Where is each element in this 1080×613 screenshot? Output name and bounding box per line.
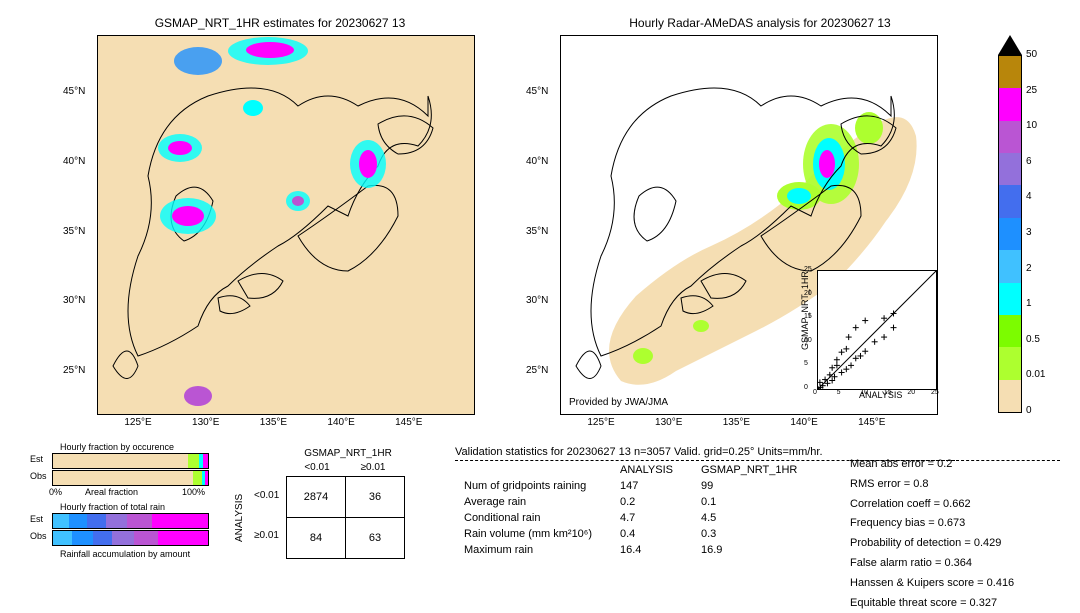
occ-obs-bar <box>52 470 209 486</box>
validation-header: Validation statistics for 20230627 13 n=… <box>455 446 823 458</box>
st-r3a: 0.4 <box>606 526 687 542</box>
colorbar <box>998 55 1022 413</box>
contingency-table: 2874 36 84 63 <box>286 476 405 559</box>
left-map-panel <box>97 35 475 415</box>
total-rain-title: Hourly fraction of total rain <box>60 502 165 512</box>
sr-1: RMS error = 0.8 <box>850 475 1014 495</box>
tot-obs-bar <box>52 530 209 546</box>
st-r1a: 0.2 <box>606 494 687 510</box>
ct-00: 2874 <box>287 477 346 518</box>
st-r2l: Conditional rain <box>450 510 606 526</box>
tot-est-bar <box>52 513 209 529</box>
tot-obs-label: Obs <box>30 531 47 541</box>
stats-right: Mean abs error = 0.2 RMS error = 0.8 Cor… <box>850 455 1014 613</box>
st-r4a: 16.4 <box>606 542 687 558</box>
sr-0: Mean abs error = 0.2 <box>850 455 1014 475</box>
st-r2b: 4.5 <box>687 510 811 526</box>
st-r2a: 4.7 <box>606 510 687 526</box>
occurrence-title: Hourly fraction by occurence <box>60 442 174 452</box>
left-map-svg <box>98 36 474 414</box>
cont-row-title: ANALYSIS <box>234 494 245 542</box>
cont-row-h1: ≥0.01 <box>254 530 279 541</box>
sr-6: Hanssen & Kuipers score = 0.416 <box>850 574 1014 594</box>
precip-left <box>158 37 386 406</box>
scatter-inset <box>817 270 937 390</box>
colorbar-arrow-icon <box>997 34 1023 56</box>
st-h1: GSMAP_NRT_1HR <box>687 462 811 478</box>
st-r1l: Average rain <box>450 494 606 510</box>
provided-by: Provided by JWA/JMA <box>569 397 668 408</box>
sr-3: Frequency bias = 0.673 <box>850 514 1014 534</box>
occ-xlabel: Areal fraction <box>85 487 138 497</box>
accum-title: Rainfall accumulation by amount <box>60 549 190 559</box>
cont-row-h0: <0.01 <box>254 490 279 501</box>
sr-2: Correlation coeff = 0.662 <box>850 495 1014 515</box>
cont-col-h0: <0.01 <box>292 462 342 473</box>
ct-11: 63 <box>346 518 405 559</box>
occ-est-label: Est <box>30 454 43 464</box>
st-r0b: 99 <box>687 478 811 494</box>
st-r4l: Maximum rain <box>450 542 606 558</box>
right-map-title: Hourly Radar-AMeDAS analysis for 2023062… <box>560 16 960 30</box>
st-r1b: 0.1 <box>687 494 811 510</box>
cont-col-title: GSMAP_NRT_1HR <box>288 448 408 459</box>
st-r3l: Rain volume (mm km²10⁶) <box>450 526 606 542</box>
stats-table: ANALYSIS GSMAP_NRT_1HR Num of gridpoints… <box>450 462 811 558</box>
st-r4b: 16.9 <box>687 542 811 558</box>
cont-col-h1: ≥0.01 <box>348 462 398 473</box>
sr-5: False alarm ratio = 0.364 <box>850 554 1014 574</box>
tot-est-label: Est <box>30 514 43 524</box>
ct-01: 36 <box>346 477 405 518</box>
occ-xright: 100% <box>182 487 205 497</box>
occ-est-bar <box>52 453 209 469</box>
stats-right-divider <box>850 460 1060 461</box>
sr-4: Probability of detection = 0.429 <box>850 534 1014 554</box>
st-r3b: 0.3 <box>687 526 811 542</box>
ct-10: 84 <box>287 518 346 559</box>
occ-xleft: 0% <box>49 487 62 497</box>
st-h0: ANALYSIS <box>606 462 687 478</box>
occ-obs-label: Obs <box>30 471 47 481</box>
sr-7: Equitable threat score = 0.327 <box>850 594 1014 613</box>
st-r0l: Num of gridpoints raining <box>450 478 606 494</box>
st-r0a: 147 <box>606 478 687 494</box>
left-map-title: GSMAP_NRT_1HR estimates for 20230627 13 <box>90 16 470 30</box>
